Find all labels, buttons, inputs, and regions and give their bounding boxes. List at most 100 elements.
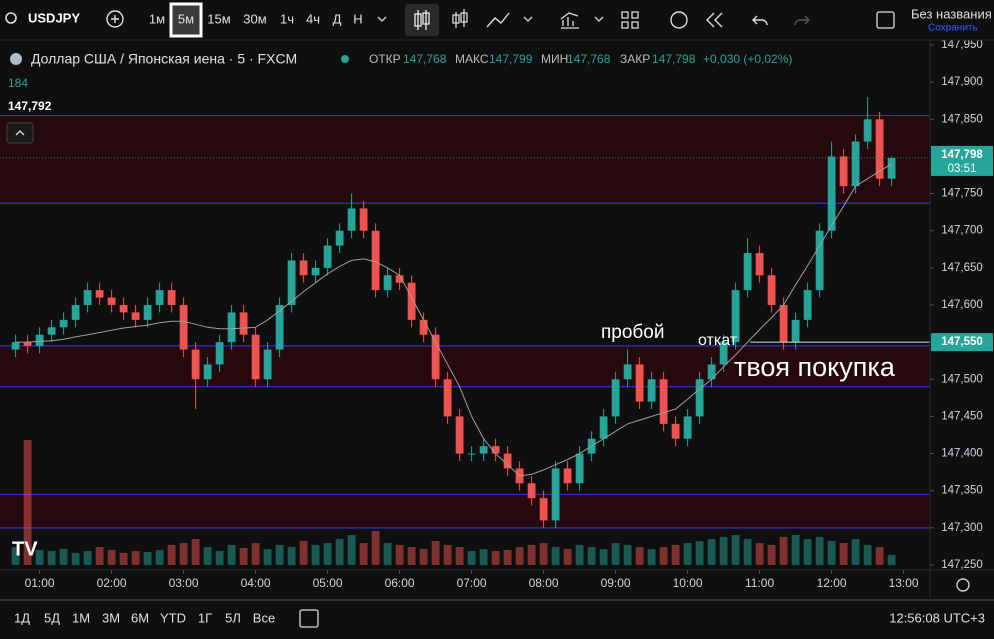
volume-bar xyxy=(479,549,488,565)
candle-body xyxy=(383,275,392,291)
range-button[interactable]: YTD xyxy=(160,610,186,625)
candle-body xyxy=(611,379,620,417)
candles-button[interactable] xyxy=(405,4,439,36)
candle-body xyxy=(11,342,20,350)
save-label[interactable]: Сохранить xyxy=(928,23,978,34)
candle-body xyxy=(455,416,464,454)
range-button[interactable]: 1Г xyxy=(198,610,212,625)
candle-body xyxy=(311,267,320,276)
y-tick-label: 147,700 xyxy=(941,225,983,237)
candle-body xyxy=(491,446,500,454)
settings-icon[interactable] xyxy=(956,578,970,592)
volume-bar xyxy=(335,539,344,565)
y-tick-label: 147,250 xyxy=(941,559,983,571)
candle-body xyxy=(887,157,896,179)
line-icon[interactable] xyxy=(486,12,510,28)
chart-type-menu[interactable] xyxy=(523,16,533,22)
candle-body xyxy=(431,334,440,380)
goto-date[interactable] xyxy=(299,609,319,628)
candle-body xyxy=(719,342,728,365)
volume-bar xyxy=(695,541,704,565)
range-button[interactable]: 1Д xyxy=(14,610,30,625)
interval[interactable]: 1м xyxy=(149,11,165,26)
volume-bar xyxy=(215,551,224,565)
active-interval xyxy=(169,2,203,38)
candle-body xyxy=(119,305,128,313)
intervals-menu[interactable] xyxy=(377,16,387,22)
range-button[interactable]: 1М xyxy=(72,610,90,625)
x-tick-label: 05:00 xyxy=(313,576,343,590)
replay-icon[interactable] xyxy=(706,12,723,28)
indicators-icon[interactable] xyxy=(560,12,579,29)
x-tick-label: 09:00 xyxy=(601,576,631,590)
annotation: пробой xyxy=(601,322,665,343)
alert-icon[interactable] xyxy=(670,11,688,29)
volume-bar xyxy=(779,537,788,565)
redo-icon[interactable] xyxy=(794,15,810,26)
x-tick-label: 06:00 xyxy=(385,576,415,590)
interval[interactable]: 5м xyxy=(178,11,194,26)
interval[interactable]: 4ч xyxy=(306,11,320,26)
bars-icon[interactable] xyxy=(452,9,468,28)
x-tick-label: 07:00 xyxy=(457,576,487,590)
layout-name[interactable]: Без названия xyxy=(911,6,992,21)
indicators-menu[interactable] xyxy=(594,16,604,22)
layout-icon[interactable] xyxy=(876,11,895,29)
candle-body xyxy=(263,349,272,380)
candle-body xyxy=(335,230,344,246)
volume-bar xyxy=(515,547,524,565)
layouts-icon[interactable] xyxy=(621,11,639,29)
interval[interactable]: 1ч xyxy=(280,11,294,26)
search-icon[interactable] xyxy=(5,12,17,24)
undo-icon[interactable] xyxy=(752,15,768,26)
candle-body xyxy=(95,290,104,298)
candle-body xyxy=(575,453,584,484)
candle-body xyxy=(623,364,632,380)
volume-bar xyxy=(563,549,572,565)
range-button[interactable]: 6М xyxy=(131,610,149,625)
open-value: 147,768 xyxy=(403,52,447,66)
interval[interactable]: 30м xyxy=(243,11,266,26)
annotation: откат xyxy=(698,332,738,349)
volume-bar xyxy=(347,535,356,565)
volume-bar xyxy=(287,547,296,565)
volume-bar xyxy=(107,550,116,565)
candle-body xyxy=(419,319,428,335)
volume-bar xyxy=(167,545,176,565)
volume-bar xyxy=(59,549,68,565)
y-tick-label: 147,600 xyxy=(941,299,983,311)
candles-icon xyxy=(414,10,430,30)
volume-bar xyxy=(527,545,536,565)
x-tick-label: 08:00 xyxy=(529,576,559,590)
low-label: МИН xyxy=(541,52,568,66)
candle-body xyxy=(23,342,32,346)
symbol[interactable]: USDJPY xyxy=(28,10,80,25)
candle-body xyxy=(35,334,44,346)
interval[interactable]: 15м xyxy=(207,11,230,26)
candle-body xyxy=(791,319,800,343)
candle-body xyxy=(467,453,476,455)
interval[interactable]: Д xyxy=(333,11,342,26)
candle-body xyxy=(227,312,236,343)
volume-bar xyxy=(719,537,728,565)
add-symbol[interactable] xyxy=(106,10,124,28)
volume-bar xyxy=(455,547,464,565)
candle-body xyxy=(155,290,164,305)
range-button[interactable]: 5Л xyxy=(225,610,241,625)
candle-body xyxy=(47,327,56,335)
y-tick-label: 147,450 xyxy=(941,410,983,422)
volume-bar xyxy=(71,553,80,565)
x-tick-label: 12:00 xyxy=(817,576,847,590)
volume-bar xyxy=(503,550,512,565)
range-button[interactable]: Все xyxy=(253,610,275,625)
candle-body xyxy=(395,275,404,283)
interval[interactable]: Н xyxy=(353,11,362,26)
collapse-button[interactable] xyxy=(6,122,34,144)
volume-bar xyxy=(599,549,608,565)
candle-body xyxy=(827,156,836,231)
tv-logo[interactable]: TV xyxy=(12,538,38,560)
range-button[interactable]: 3М xyxy=(102,610,120,625)
volume-bar xyxy=(11,547,20,565)
range-button[interactable]: 5Д xyxy=(44,610,60,625)
x-tick-label: 10:00 xyxy=(673,576,703,590)
